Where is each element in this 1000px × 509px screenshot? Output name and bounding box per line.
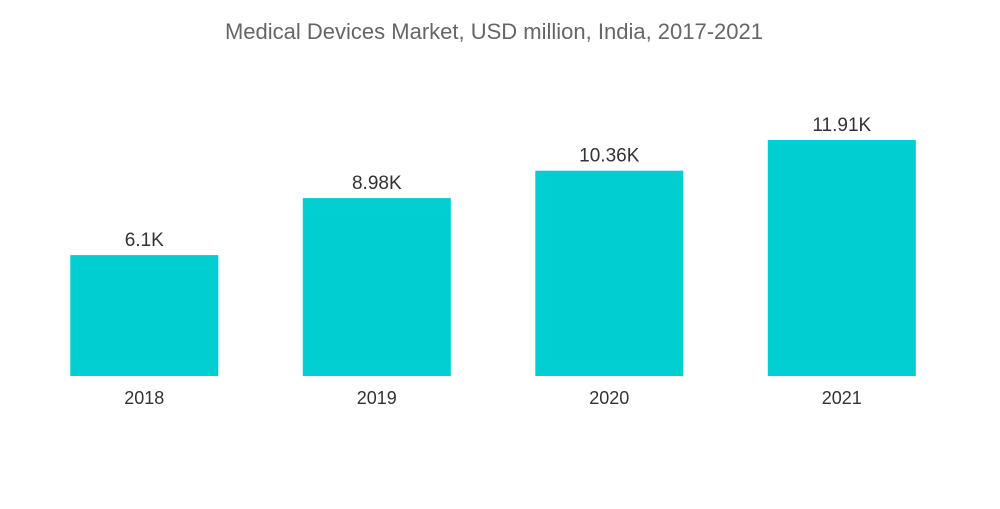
- bar-2020: [535, 170, 684, 376]
- x-tick-label-2021: 2021: [822, 388, 862, 408]
- data-label-2019: 8.98K: [352, 173, 402, 194]
- data-label-2020: 10.36K: [579, 146, 640, 167]
- bar-2021: [767, 140, 916, 376]
- bar-2019: [302, 198, 451, 376]
- x-tick-label-2018: 2018: [124, 388, 164, 408]
- data-labels-layer: 6.1K 8.98K 10.36K 11.91K: [125, 115, 872, 251]
- bars-layer: [70, 140, 916, 376]
- x-tick-label-2020: 2020: [589, 388, 629, 408]
- x-tick-label-2019: 2019: [357, 388, 397, 408]
- bar-2018: [70, 255, 219, 376]
- chart-title: Medical Devices Market, USD million, Ind…: [225, 19, 763, 44]
- data-label-2018: 6.1K: [125, 230, 164, 251]
- x-axis-ticks-layer: 2018 2019 2020 2021: [124, 388, 862, 408]
- data-label-2021: 11.91K: [812, 115, 871, 136]
